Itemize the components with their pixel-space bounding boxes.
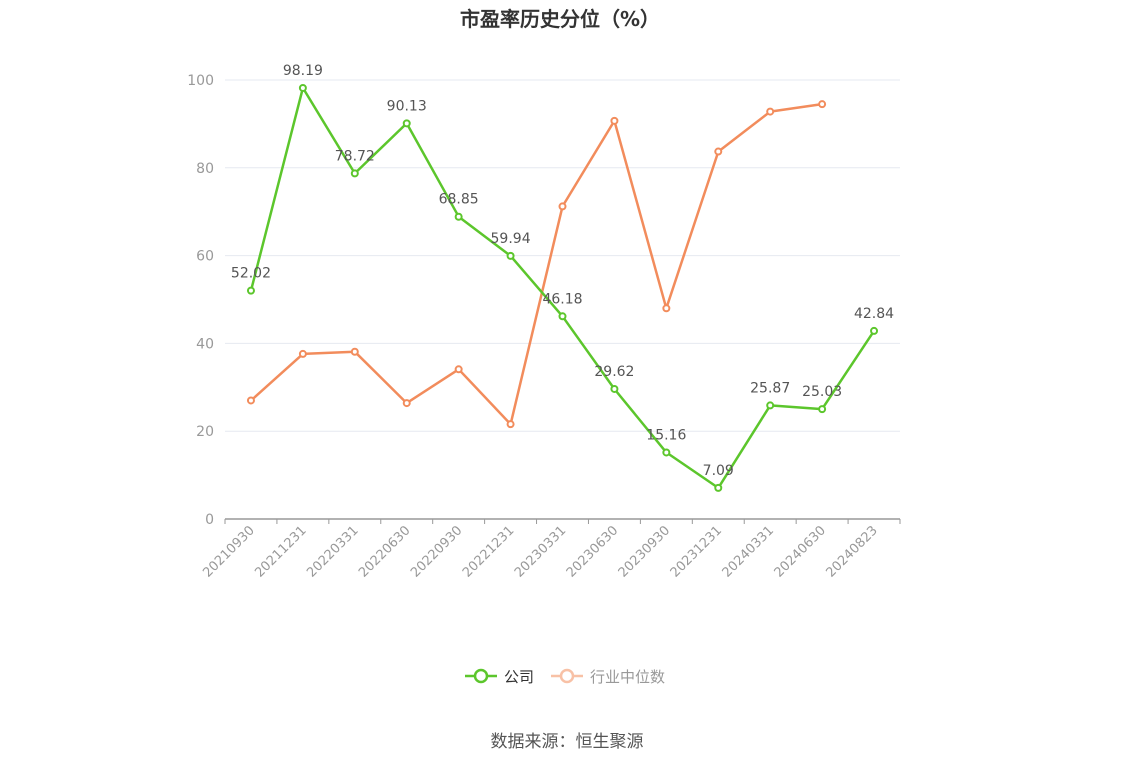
data-label: 68.85: [439, 192, 479, 208]
x-tick-label: 20230630: [564, 523, 621, 580]
data-point-company: [558, 312, 567, 321]
data-point-industry-median: [402, 399, 411, 408]
data-point-company: [870, 326, 879, 335]
data-label: 78.72: [335, 148, 375, 164]
data-point-industry-median: [350, 347, 359, 356]
data-point-industry-median: [610, 116, 619, 125]
data-point-industry-median: [818, 100, 827, 109]
data-label: 98.19: [283, 63, 323, 79]
x-tick-label: 20230331: [512, 523, 569, 580]
data-point-company: [766, 401, 775, 410]
y-tick-label: 20: [196, 424, 214, 440]
y-tick-label: 0: [205, 512, 214, 528]
legend-item-company[interactable]: 公司: [465, 668, 534, 686]
legend-marker: [473, 668, 489, 684]
data-point-company: [818, 405, 827, 414]
legend-marker: [559, 668, 575, 684]
y-tick-label: 60: [196, 249, 214, 265]
data-label: 90.13: [387, 98, 427, 114]
y-tick-label: 80: [196, 161, 214, 177]
data-point-company: [246, 286, 255, 295]
data-label: 42.84: [854, 306, 894, 322]
data-label: 15.16: [646, 427, 686, 443]
x-tick-label: 20240630: [772, 523, 829, 580]
data-point-company: [454, 212, 463, 221]
grid-lines: [225, 79, 900, 432]
series-line-industry-median: [250, 102, 823, 426]
data-point-industry-median: [298, 349, 307, 358]
data-point-industry-median: [506, 420, 515, 429]
x-tick-label: 20230930: [616, 523, 673, 580]
y-axis: 0 20 40 60 80 100: [187, 73, 214, 528]
legend-item-industry-median[interactable]: 行业中位数: [551, 668, 665, 686]
data-point-industry-median: [246, 396, 255, 405]
legend-label: 行业中位数: [590, 668, 665, 686]
x-tick-label: 20240823: [823, 523, 880, 580]
data-point-industry-median: [766, 107, 775, 116]
x-tick-label: 20211231: [252, 523, 309, 580]
data-source-note: 数据来源：恒生聚源: [491, 732, 644, 752]
data-point-industry-median: [662, 304, 671, 313]
x-tick-label: 20231231: [668, 523, 725, 580]
data-label: 59.94: [491, 231, 531, 247]
data-point-company: [610, 384, 619, 393]
data-point-company: [350, 169, 359, 178]
data-label: 25.87: [750, 380, 790, 396]
data-labels: 52.02 98.19 78.72 90.13 68.85 59.94 46.18 29.62…: [231, 63, 894, 479]
data-label: 46.18: [542, 291, 582, 307]
data-point-company: [506, 251, 515, 260]
legend: 公司 行业中位数: [465, 668, 665, 686]
x-tick-label: 20240331: [720, 523, 777, 580]
series-group: [246, 83, 879, 492]
data-label: 7.09: [703, 463, 734, 479]
x-tick-label: 20220930: [408, 523, 465, 580]
data-point-company: [298, 83, 307, 92]
x-axis: 2021093020211231202203312022063020220930…: [200, 518, 901, 581]
data-point-company: [402, 119, 411, 128]
data-label: 25.03: [802, 384, 842, 400]
y-tick-label: 40: [196, 336, 214, 352]
x-tick-label: 20220630: [356, 523, 413, 580]
x-tick-label: 20220331: [304, 523, 361, 580]
chart-title: 市盈率历史分位（%）: [460, 7, 660, 31]
data-point-industry-median: [558, 202, 567, 211]
y-tick-label: 100: [187, 73, 214, 89]
x-tick-label: 20210930: [200, 523, 257, 580]
data-label: 29.62: [594, 364, 634, 380]
data-point-industry-median: [714, 147, 723, 156]
data-point-company: [662, 448, 671, 457]
data-point-company: [714, 483, 723, 492]
data-point-industry-median: [454, 365, 463, 374]
x-tick-label: 20221231: [460, 523, 517, 580]
data-label: 52.02: [231, 266, 271, 282]
legend-label: 公司: [504, 668, 534, 686]
